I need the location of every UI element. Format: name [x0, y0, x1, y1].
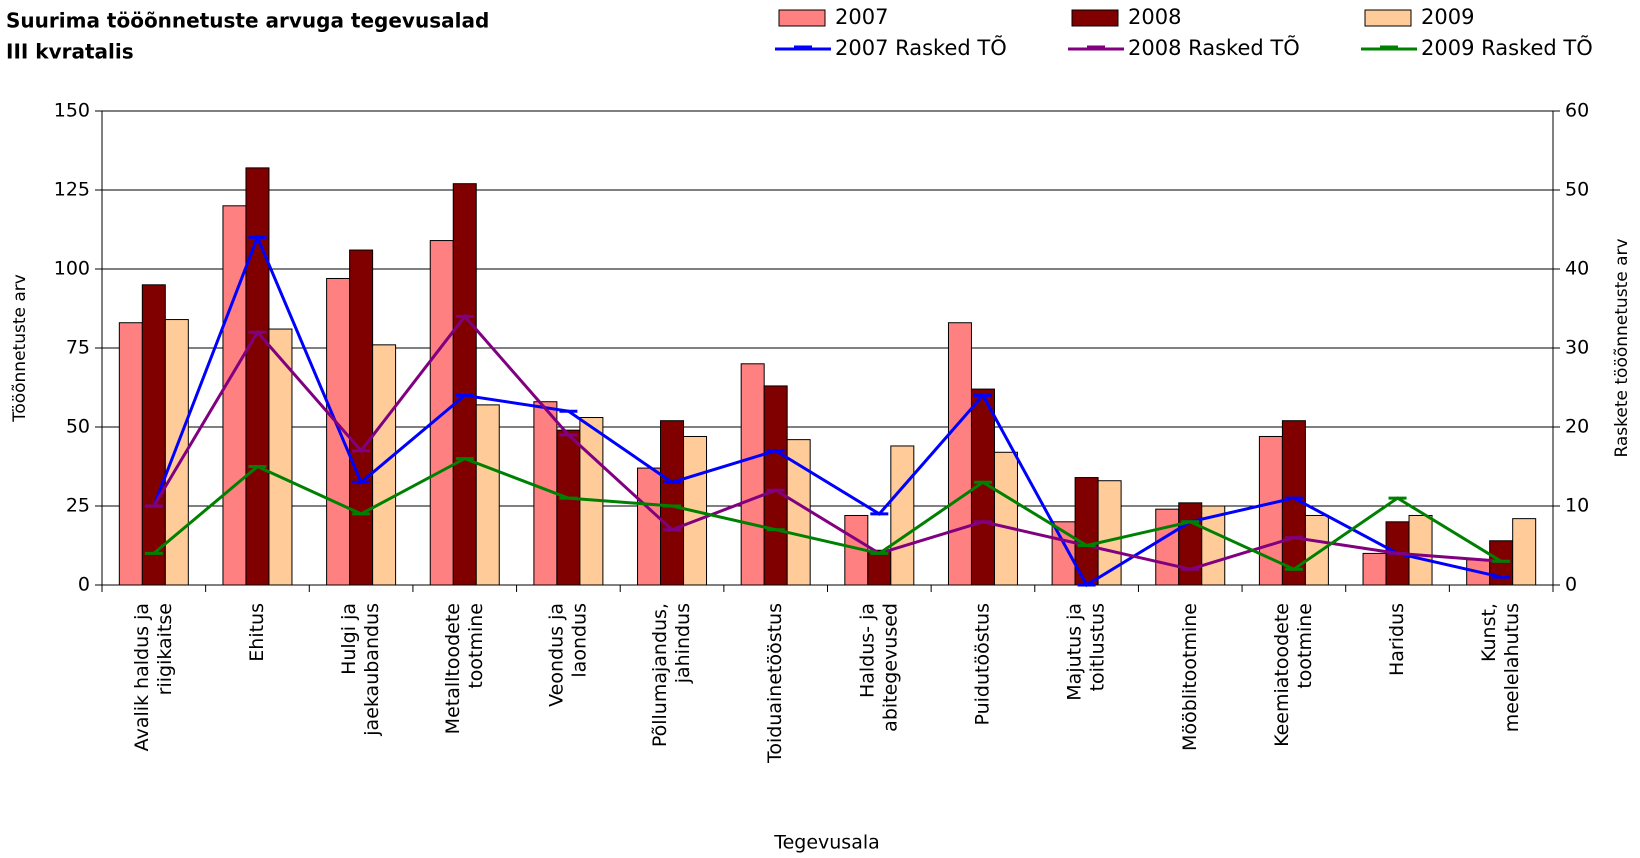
x-tick-label: Majutus ja [1064, 603, 1086, 701]
bar [475, 404, 500, 586]
bar [245, 167, 270, 586]
legend-label: 2009 Rasked TÕ [1421, 34, 1593, 60]
y2-tick-label: 20 [1565, 416, 1589, 438]
x-tick-label: Põllumajandus, [649, 603, 671, 747]
y2-tick-label: 40 [1565, 258, 1589, 280]
bar [637, 467, 662, 586]
x-tick-label: Kunst, [1478, 603, 1500, 662]
bar [222, 205, 247, 586]
y2-tick-label: 50 [1565, 179, 1589, 201]
x-tick-label: Haldus- ja [856, 603, 878, 698]
x-tick-label: tootmine [465, 603, 487, 689]
bar [1408, 514, 1433, 586]
bar [993, 451, 1018, 586]
legend-swatch [1071, 9, 1119, 27]
bar [947, 322, 972, 586]
y-tick-label: 50 [66, 416, 90, 438]
y2-tick-label: 0 [1565, 574, 1577, 596]
bar [1512, 518, 1537, 586]
y-tick-label: 25 [66, 495, 90, 517]
y-tick-label: 100 [54, 258, 90, 280]
y2-tick-label: 30 [1565, 337, 1589, 359]
x-tick-label: abitegevused [879, 603, 901, 732]
x-tick-label: Hulgi ja [338, 603, 360, 675]
x-tick-label: laondus [568, 603, 590, 678]
x-tick-label: Toiduainetööstus [764, 603, 786, 764]
bar [268, 328, 293, 586]
y2-axis-label: Raskete tööõnnetuste arv [1612, 238, 1632, 457]
bar [1097, 480, 1122, 586]
y2-tick-label: 60 [1565, 100, 1589, 122]
legend-swatch [778, 9, 826, 27]
bar [1155, 508, 1180, 586]
bar [141, 284, 166, 586]
bar [890, 445, 915, 586]
y-tick-label: 0 [78, 574, 90, 596]
line [152, 314, 1502, 571]
x-tick-label: Mööblitootmine [1179, 603, 1201, 751]
bar [740, 363, 765, 586]
bar [164, 319, 189, 586]
x-tick-label: tootmine [1294, 603, 1316, 689]
y-tick-label: 125 [54, 179, 90, 201]
x-tick-label: toitlustus [1087, 603, 1109, 691]
legend-swatch [1364, 9, 1412, 27]
x-tick-label: Avalik haldus ja [131, 603, 153, 751]
legend-label: 2009 [1421, 5, 1474, 29]
x-tick-label: jahindus [672, 603, 694, 684]
bar [556, 429, 581, 586]
x-tick-label: meelelahutus [1501, 603, 1523, 732]
chart-title: III kvratalis [6, 40, 134, 64]
legend-label: 2008 [1128, 5, 1181, 29]
line [152, 233, 1502, 588]
y-tick-label: 75 [66, 337, 90, 359]
bar [349, 249, 374, 586]
x-axis-label: Tegevusala [773, 832, 880, 854]
chart-title: Suurima tööõnnetuste arvuga tegevusalad [6, 9, 489, 33]
bar [1304, 514, 1329, 586]
y-axis-label: Tööõnnetuste arv [10, 274, 30, 423]
bar [660, 420, 685, 586]
bar [763, 385, 788, 586]
line [152, 456, 1502, 571]
bar [1362, 552, 1387, 586]
x-tick-label: Keemiatoodete [1271, 603, 1293, 747]
bar [1178, 502, 1203, 586]
x-tick-label: jaekaubandus [361, 603, 383, 737]
y2-tick-label: 10 [1565, 495, 1589, 517]
bar [867, 549, 892, 586]
x-tick-label: riigikaitse [154, 603, 176, 695]
legend-label: 2007 Rasked TÕ [835, 34, 1007, 60]
x-tick-label: Metalltoodete [442, 603, 464, 734]
x-tick-label: Haridus [1386, 603, 1408, 676]
legend-label: 2008 Rasked TÕ [1128, 34, 1300, 60]
x-tick-label: Veondus ja [545, 603, 567, 707]
legend-label: 2007 [835, 5, 888, 29]
y-tick-label: 150 [54, 100, 90, 122]
x-tick-label: Ehitus [246, 603, 268, 662]
bar [452, 183, 477, 586]
x-tick-label: Puidutööstus [971, 603, 993, 726]
bar [118, 322, 143, 586]
